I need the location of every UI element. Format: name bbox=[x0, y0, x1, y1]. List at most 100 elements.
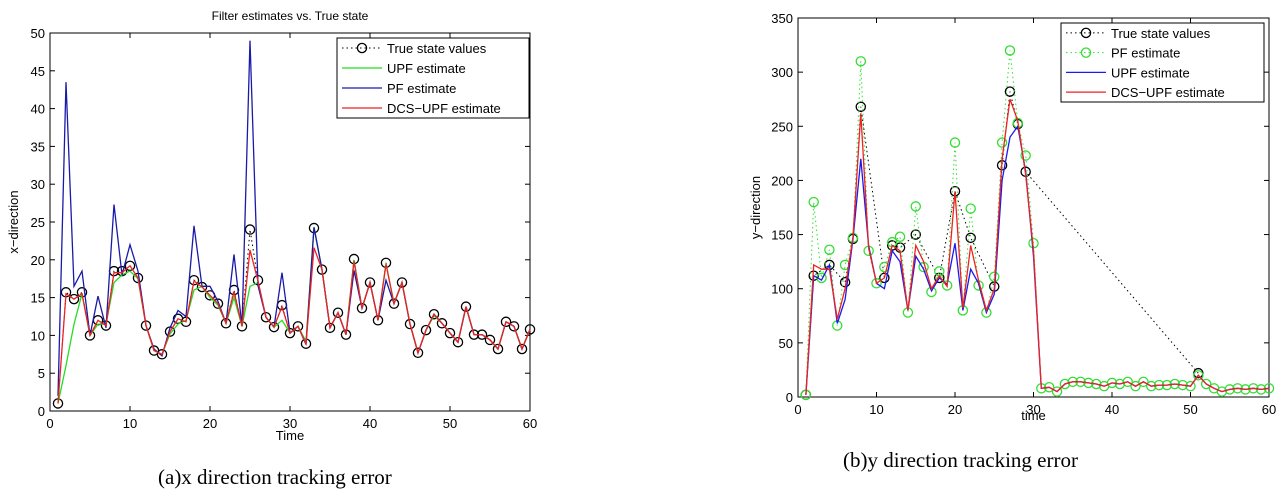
data-point bbox=[1240, 384, 1251, 395]
legend-label: DCS−UPF estimate bbox=[1111, 85, 1225, 100]
y-axis-label: y−direction bbox=[748, 176, 763, 239]
data-point bbox=[412, 347, 424, 359]
y-tick-label: 35 bbox=[31, 139, 45, 154]
data-point bbox=[212, 298, 224, 309]
y-tick-label: 30 bbox=[31, 177, 45, 192]
data-point bbox=[996, 137, 1008, 148]
x-tick-label: 0 bbox=[794, 402, 801, 417]
x-tick-label: 60 bbox=[1262, 402, 1276, 417]
data-point bbox=[934, 272, 945, 284]
data-point bbox=[965, 232, 976, 244]
data-point bbox=[879, 272, 890, 284]
y-tick-label: 5 bbox=[38, 366, 45, 381]
legend-box bbox=[336, 37, 530, 119]
data-point bbox=[444, 327, 456, 339]
data-point bbox=[460, 301, 472, 312]
data-point bbox=[292, 321, 304, 332]
x-tick-label: 50 bbox=[1183, 402, 1197, 417]
series-line bbox=[57, 247, 531, 404]
y-tick-label: 150 bbox=[771, 228, 793, 243]
legend: True state values UPF estimate PF estimate… bbox=[336, 37, 530, 119]
data-point bbox=[855, 56, 867, 67]
legend-swatch-marker bbox=[356, 42, 368, 54]
legend: True state values PF estimate UPF estimate… bbox=[1060, 22, 1265, 103]
data-point bbox=[388, 298, 400, 309]
legend-label: PF estimate bbox=[387, 81, 456, 96]
data-point bbox=[332, 307, 344, 318]
data-point bbox=[871, 278, 882, 289]
data-point bbox=[268, 321, 280, 333]
chart-title: Filter estimates vs. True state bbox=[212, 9, 369, 23]
legend-swatch-marker bbox=[1080, 47, 1092, 58]
data-point bbox=[1059, 378, 1071, 390]
data-point bbox=[260, 312, 272, 323]
data-point bbox=[516, 343, 528, 355]
x-tick-label: 20 bbox=[203, 416, 217, 431]
data-point bbox=[910, 229, 922, 240]
y-tick-label: 300 bbox=[771, 65, 793, 80]
data-point bbox=[140, 320, 152, 331]
data-point bbox=[484, 334, 496, 346]
data-point bbox=[894, 231, 906, 242]
x-tick-label: 40 bbox=[1105, 402, 1119, 417]
y-tick-label: 40 bbox=[31, 102, 45, 117]
data-point bbox=[404, 318, 416, 330]
y-tick-label: 15 bbox=[31, 291, 45, 306]
legend-box bbox=[1060, 22, 1265, 103]
caption-right: (b)y direction tracking error bbox=[843, 448, 1078, 472]
data-point bbox=[1004, 45, 1016, 56]
data-point bbox=[396, 277, 408, 288]
data-point bbox=[965, 203, 976, 214]
series-line bbox=[805, 50, 1270, 395]
data-point bbox=[1255, 384, 1267, 395]
data-point bbox=[1224, 384, 1236, 395]
data-point bbox=[452, 336, 464, 348]
data-point bbox=[356, 302, 368, 314]
series-line bbox=[805, 91, 1199, 395]
caption-left: (a)x direction tracking error bbox=[158, 465, 392, 489]
data-point bbox=[1020, 150, 1031, 161]
y-tick-label: 100 bbox=[771, 282, 793, 297]
data-point bbox=[949, 137, 961, 148]
x-tick-label: 30 bbox=[1026, 402, 1040, 417]
y-tick-label: 25 bbox=[31, 215, 45, 230]
data-point bbox=[1193, 370, 1204, 381]
y-tick-label: 10 bbox=[31, 328, 45, 343]
y-tick-label: 45 bbox=[31, 64, 45, 79]
y-tick-label: 0 bbox=[786, 390, 793, 405]
series-line bbox=[805, 98, 1270, 395]
data-point bbox=[824, 244, 835, 255]
legend-label: True state values bbox=[387, 41, 487, 56]
x-tick-label: 10 bbox=[123, 416, 137, 431]
y-tick-label: 50 bbox=[779, 336, 793, 351]
chart-1: 0 10 20 30 40 50 60 0 5 10 15 20 25 30 35 40 45 50 Filter … bbox=[6, 9, 537, 443]
y-tick-label: 200 bbox=[771, 173, 793, 188]
y-tick-label: 20 bbox=[31, 253, 45, 268]
x-tick-label: 40 bbox=[363, 416, 377, 431]
legend-label: DCS−UPF estimate bbox=[387, 101, 501, 116]
data-point bbox=[508, 321, 520, 332]
data-point bbox=[1200, 378, 1212, 390]
y-tick-label: 350 bbox=[771, 11, 793, 26]
legend-swatch-marker bbox=[1080, 27, 1092, 39]
y-axis-label: x−direction bbox=[6, 190, 21, 253]
data-point bbox=[436, 318, 448, 329]
data-point bbox=[910, 201, 922, 212]
data-point bbox=[428, 308, 440, 320]
x-tick-label: 10 bbox=[869, 402, 883, 417]
data-point bbox=[1122, 376, 1133, 388]
legend-label: UPF estimate bbox=[1111, 65, 1190, 80]
data-point bbox=[420, 324, 432, 336]
y-tick-label: 50 bbox=[31, 26, 45, 41]
y-tick-label: 0 bbox=[38, 404, 45, 419]
legend-label: True state values bbox=[1111, 26, 1211, 41]
data-point bbox=[1138, 376, 1149, 388]
y-tick-label: 250 bbox=[771, 119, 793, 134]
data-point bbox=[364, 277, 376, 288]
data-point bbox=[1004, 86, 1016, 97]
chart-2: 0 10 20 30 40 50 60 0 50 100 150 200 250 300 350 time y−… bbox=[748, 11, 1276, 423]
data-point bbox=[156, 349, 168, 360]
x-tick-label: 50 bbox=[443, 416, 457, 431]
data-point bbox=[68, 293, 80, 305]
